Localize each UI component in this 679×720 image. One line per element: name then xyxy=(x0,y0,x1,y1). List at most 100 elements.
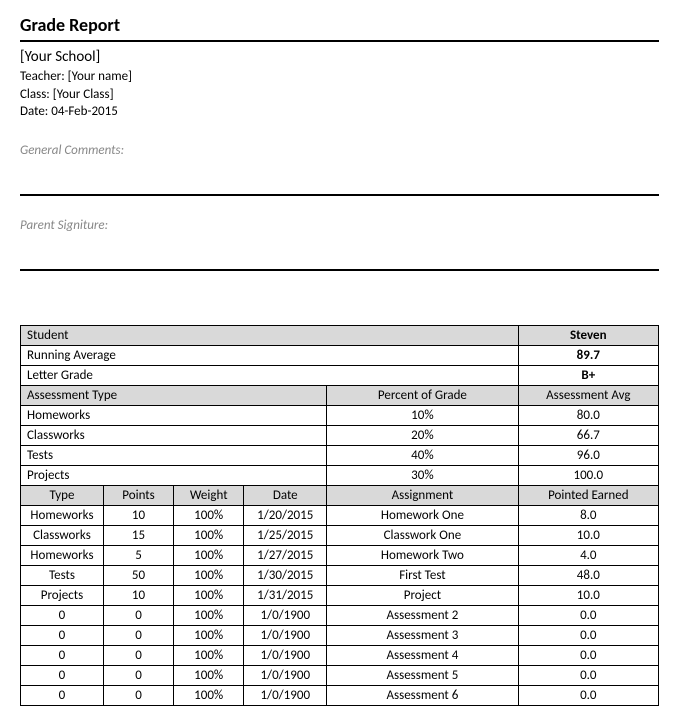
detail-type: Homeworks xyxy=(21,545,104,565)
running-avg-label: Running Average xyxy=(21,345,519,365)
col-points: Points xyxy=(103,485,173,505)
detail-row: Homeworks10100%1/20/2015Homework One8.0 xyxy=(21,505,659,525)
detail-row: 00100%1/0/1900Assessment 40.0 xyxy=(21,645,659,665)
detail-earned: 10.0 xyxy=(518,525,658,545)
assessment-type-name: Classworks xyxy=(21,425,327,445)
parent-signature-label: Parent Signiture: xyxy=(20,218,659,233)
detail-points: 5 xyxy=(103,545,173,565)
detail-earned: 0.0 xyxy=(518,645,658,665)
assessment-type-row: Classworks20%66.7 xyxy=(21,425,659,445)
detail-points: 0 xyxy=(103,645,173,665)
detail-row: 00100%1/0/1900Assessment 60.0 xyxy=(21,685,659,705)
detail-earned: 4.0 xyxy=(518,545,658,565)
detail-row: Tests50100%1/30/2015First Test48.0 xyxy=(21,565,659,585)
detail-assignment: Assessment 2 xyxy=(327,605,518,625)
col-weight: Weight xyxy=(174,485,244,505)
detail-points: 0 xyxy=(103,665,173,685)
detail-weight: 100% xyxy=(174,625,244,645)
running-avg-value: 89.7 xyxy=(518,345,658,365)
detail-type: 0 xyxy=(21,665,104,685)
detail-assignment: Classwork One xyxy=(327,525,518,545)
date-label: Date: xyxy=(20,104,48,119)
student-name: Steven xyxy=(518,325,658,345)
col-type: Type xyxy=(21,485,104,505)
detail-date: 1/0/1900 xyxy=(244,685,327,705)
assessment-type-avg: 100.0 xyxy=(518,465,658,485)
detail-earned: 8.0 xyxy=(518,505,658,525)
detail-earned: 0.0 xyxy=(518,685,658,705)
assessment-type-name: Tests xyxy=(21,445,327,465)
detail-type: Homeworks xyxy=(21,505,104,525)
detail-assignment: Homework Two xyxy=(327,545,518,565)
teacher-line: Teacher: [Your name] xyxy=(20,68,659,86)
detail-type: 0 xyxy=(21,605,104,625)
assessment-type-avg: 96.0 xyxy=(518,445,658,465)
detail-weight: 100% xyxy=(174,525,244,545)
running-avg-row: Running Average 89.7 xyxy=(21,345,659,365)
teacher-value: [Your name] xyxy=(68,69,132,84)
detail-row: Projects10100%1/31/2015Project10.0 xyxy=(21,585,659,605)
detail-assignment: Assessment 5 xyxy=(327,665,518,685)
detail-earned: 48.0 xyxy=(518,565,658,585)
detail-date: 1/31/2015 xyxy=(244,585,327,605)
detail-earned: 0.0 xyxy=(518,665,658,685)
letter-grade-row: Letter Grade B+ xyxy=(21,365,659,385)
detail-row: 00100%1/0/1900Assessment 20.0 xyxy=(21,605,659,625)
detail-date: 1/27/2015 xyxy=(244,545,327,565)
assessment-type-percent: 40% xyxy=(327,445,518,465)
detail-type: 0 xyxy=(21,625,104,645)
assessment-type-name: Homeworks xyxy=(21,405,327,425)
detail-row: Classworks15100%1/25/2015Classwork One10… xyxy=(21,525,659,545)
detail-weight: 100% xyxy=(174,585,244,605)
detail-weight: 100% xyxy=(174,665,244,685)
detail-assignment: Assessment 4 xyxy=(327,645,518,665)
assessment-type-row: Tests40%96.0 xyxy=(21,445,659,465)
letter-grade-value: B+ xyxy=(518,365,658,385)
teacher-label: Teacher: xyxy=(20,69,65,84)
detail-assignment: Homework One xyxy=(327,505,518,525)
assessment-type-name: Projects xyxy=(21,465,327,485)
report-title: Grade Report xyxy=(20,14,659,36)
assessment-type-percent: 10% xyxy=(327,405,518,425)
detail-points: 15 xyxy=(103,525,173,545)
assessment-avg-label: Assessment Avg xyxy=(518,385,658,405)
detail-type: 0 xyxy=(21,685,104,705)
detail-points: 0 xyxy=(103,625,173,645)
class-value: [Your Class] xyxy=(53,87,114,102)
assessment-type-avg: 80.0 xyxy=(518,405,658,425)
detail-type: Classworks xyxy=(21,525,104,545)
detail-date: 1/25/2015 xyxy=(244,525,327,545)
class-label: Class: xyxy=(20,87,50,102)
title-rule xyxy=(20,40,659,42)
detail-earned: 0.0 xyxy=(518,605,658,625)
percent-of-grade-label: Percent of Grade xyxy=(327,385,518,405)
detail-weight: 100% xyxy=(174,545,244,565)
comments-rule xyxy=(20,194,659,196)
assessment-type-percent: 30% xyxy=(327,465,518,485)
col-assignment: Assignment xyxy=(327,485,518,505)
assessment-type-row: Projects30%100.0 xyxy=(21,465,659,485)
assessment-type-avg: 66.7 xyxy=(518,425,658,445)
assessment-type-row: Homeworks10%80.0 xyxy=(21,405,659,425)
school-name: [Your School] xyxy=(20,48,659,66)
detail-date: 1/0/1900 xyxy=(244,665,327,685)
general-comments-label: General Comments: xyxy=(20,143,659,158)
detail-type: Projects xyxy=(21,585,104,605)
grade-table: Student Steven Running Average 89.7 Lett… xyxy=(20,325,659,706)
assessment-type-percent: 20% xyxy=(327,425,518,445)
detail-earned: 0.0 xyxy=(518,625,658,645)
detail-weight: 100% xyxy=(174,565,244,585)
detail-points: 10 xyxy=(103,505,173,525)
detail-type: 0 xyxy=(21,645,104,665)
detail-row: Homeworks5100%1/27/2015Homework Two4.0 xyxy=(21,545,659,565)
detail-points: 0 xyxy=(103,685,173,705)
detail-weight: 100% xyxy=(174,685,244,705)
detail-header-row: Type Points Weight Date Assignment Point… xyxy=(21,485,659,505)
date-value: 04-Feb-2015 xyxy=(51,104,118,119)
student-label: Student xyxy=(21,325,519,345)
detail-points: 0 xyxy=(103,605,173,625)
detail-points: 10 xyxy=(103,585,173,605)
date-line: Date: 04-Feb-2015 xyxy=(20,103,659,121)
detail-assignment: Assessment 3 xyxy=(327,625,518,645)
assessment-header-row: Assessment Type Percent of Grade Assessm… xyxy=(21,385,659,405)
